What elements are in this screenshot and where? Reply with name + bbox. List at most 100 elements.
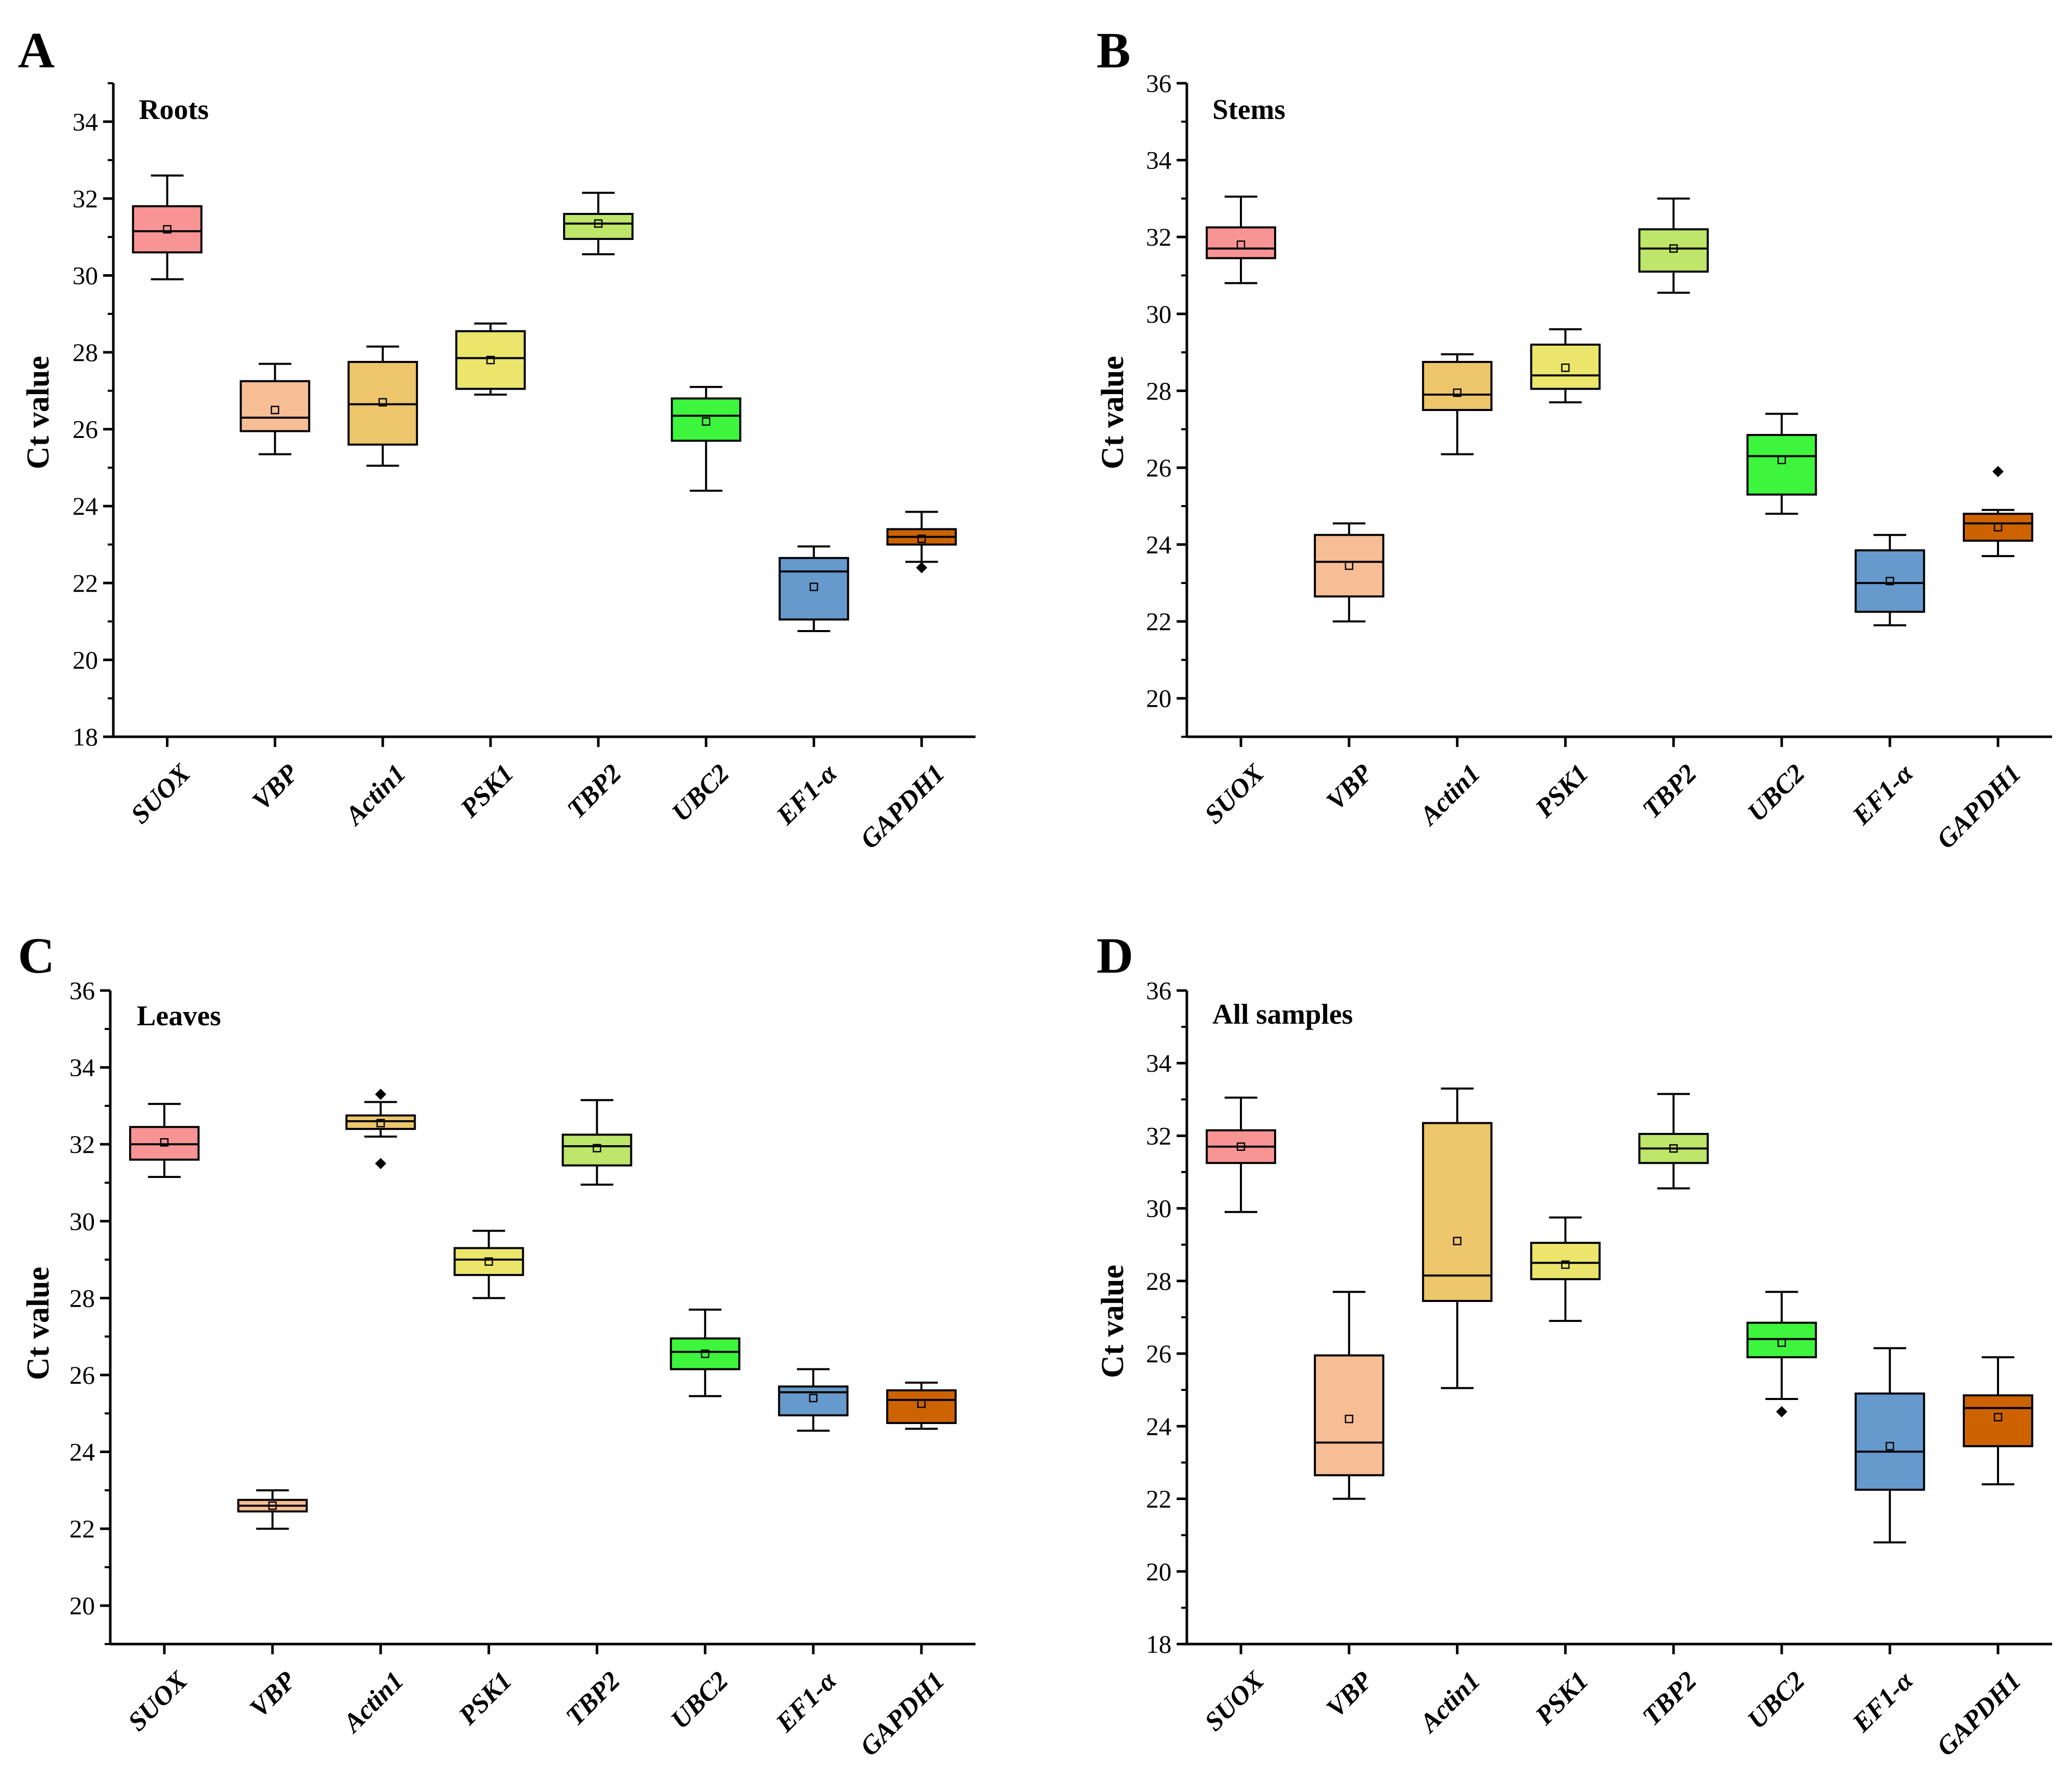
y-tick-label: 34 [1146,1049,1172,1077]
y-tick-label: 28 [72,338,98,367]
panel-title: Stems [1212,94,1285,126]
x-tick-label: SUOX [1199,758,1270,829]
box-actin1 [1422,1122,1493,1302]
x-tick-label: UBC2 [1742,1666,1811,1734]
box-tbp2 [562,1133,632,1167]
mean-marker [1885,576,1894,586]
y-tick-label: 32 [1146,223,1172,251]
x-tick-label: PSK1 [455,759,520,824]
mean-marker [376,1119,385,1128]
mean-marker [163,225,172,234]
box-tbp2 [1638,228,1709,273]
y-tick-label: 20 [1146,1557,1172,1586]
box-suox [1205,226,1276,259]
mean-marker [268,1501,277,1510]
panel-d: D All samples Ct value 18 20 22 24 26 28 30 32 3… [1095,927,2052,1762]
y-tick-label: 20 [72,645,98,674]
mean-marker [160,1138,169,1147]
outlier-point [1992,466,2004,477]
box-psk1 [455,330,526,390]
outlier-point [375,1157,386,1169]
x-tick-label: PSK1 [453,1666,518,1731]
y-tick-label: 32 [1146,1121,1172,1150]
x-tick-label: SUOX [1199,1666,1270,1736]
mean-marker [1669,1144,1678,1153]
y-axis-label: Ct value [21,356,56,469]
y-tick-label: 32 [72,184,98,213]
mean-marker [701,1349,710,1358]
y-axis-label: Ct value [21,1267,56,1380]
y-tick-label: 18 [72,722,98,751]
panel-letter: C [18,927,55,984]
y-tick-label: 30 [1146,1194,1172,1223]
mean-marker [810,583,818,591]
y-tick-label: 24 [1146,1412,1172,1440]
mean-marker [809,1393,818,1403]
x-tick-label: GAPDH1 [1931,759,2027,854]
x-tick-label: Actin1 [1413,759,1486,832]
mean-marker [701,417,711,426]
panel-title: Roots [139,94,209,126]
x-tick-label: GAPDH1 [855,759,950,854]
y-tick-label: 22 [69,1514,95,1543]
box-gapdh1 [1963,513,2034,542]
panel-letter: A [18,22,55,79]
panel-letter: B [1096,22,1131,79]
y-tick-label: 22 [1146,607,1172,636]
y-tick-label: 34 [1146,146,1172,175]
y-axis-label: Ct value [1095,1265,1130,1378]
mean-marker [1993,523,2003,532]
box-actin1 [1422,360,1493,411]
box-ef1- [778,557,849,621]
x-tick-label: SUOX [126,758,197,829]
x-tick-label: EF1-α [771,758,843,831]
mean-marker [378,398,387,407]
mean-marker [1236,240,1246,249]
box-ubc2 [670,1337,741,1370]
x-tick-label: UBC2 [666,759,735,827]
y-tick-label: 22 [1146,1485,1172,1513]
mean-marker [1777,1338,1786,1347]
mean-marker [1561,1260,1570,1269]
x-tick-label: TBP2 [560,1666,626,1731]
y-tick-label: 36 [69,976,95,1005]
mean-marker [1453,1237,1461,1245]
mean-marker [917,1399,926,1408]
y-tick-label: 20 [1146,684,1172,713]
mean-marker [1345,1414,1354,1423]
mean-marker [593,1144,601,1152]
y-tick-label: 30 [72,261,98,289]
x-tick-label: SUOX [123,1666,193,1736]
x-tick-label: UBC2 [666,1666,734,1734]
mean-marker [1777,455,1786,465]
mean-marker [1236,1142,1246,1151]
box-ef1- [1855,1392,1925,1491]
mean-marker [1561,363,1570,372]
x-tick-label: Actin1 [1413,1666,1486,1739]
y-tick-label: 28 [1146,1267,1172,1295]
box-ubc2 [1746,433,1817,496]
y-tick-label: 26 [1146,1339,1172,1368]
mean-marker [486,355,495,365]
panel-c: C Leaves Ct value 20 22 24 26 28 30 32 34 36 SUOX… [18,927,976,1762]
box-psk1 [1530,344,1601,390]
y-tick-label: 26 [1146,453,1172,482]
box-vbp [1313,534,1384,598]
y-tick-label: 26 [69,1361,95,1389]
panel-title: Leaves [137,1000,221,1032]
y-tick-label: 30 [69,1207,95,1236]
outlier-point [1776,1406,1788,1417]
box-ef1- [778,1385,849,1416]
box-ef1- [1855,549,1925,613]
y-tick-label: 22 [72,569,98,597]
x-tick-label: PSK1 [1529,1666,1594,1731]
y-tick-label: 36 [1146,976,1172,1005]
y-tick-label: 36 [1146,69,1172,98]
x-tick-label: Actin1 [337,1666,410,1739]
y-tick-label: 28 [1146,376,1172,405]
x-tick-label: EF1-α [770,1666,843,1738]
panel-letter: D [1096,927,1133,984]
mean-marker [917,534,926,543]
box-gapdh1 [886,1389,957,1425]
x-tick-label: GAPDH1 [1931,1666,2027,1761]
